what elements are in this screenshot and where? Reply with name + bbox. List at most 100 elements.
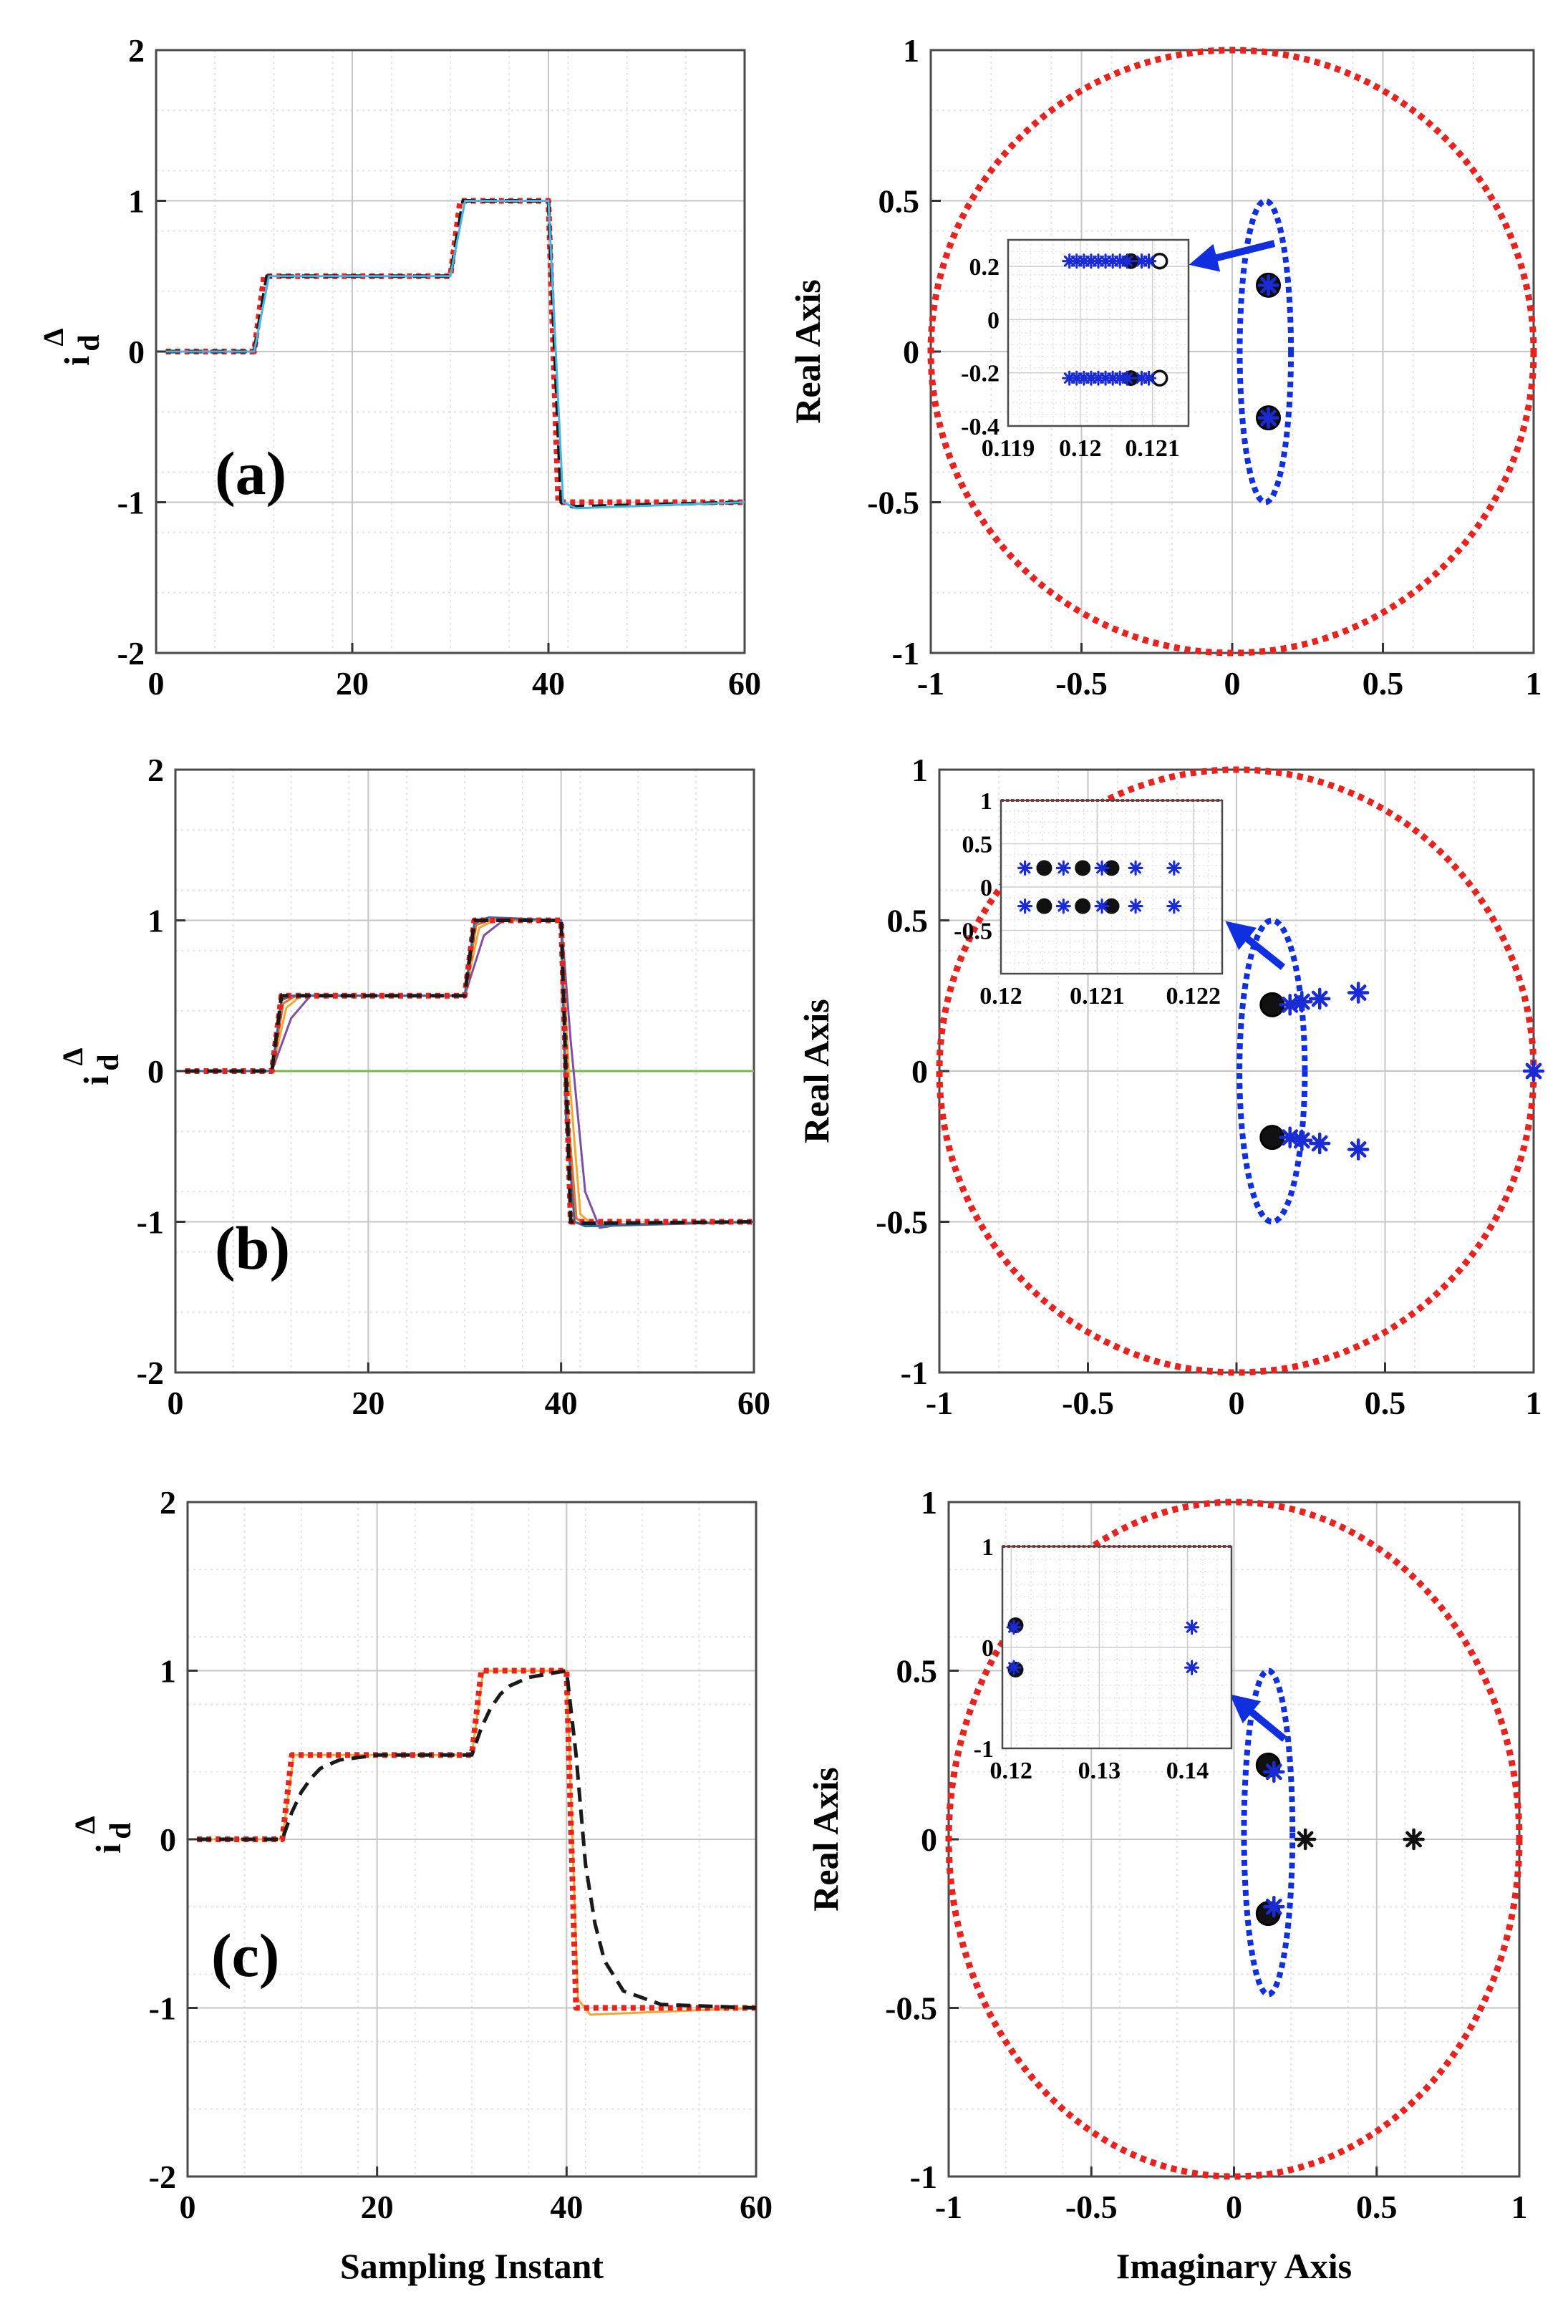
x-tick-label: 1 <box>1511 2189 1528 2225</box>
pole-star <box>1347 1138 1370 1161</box>
unit-circle <box>927 47 1537 657</box>
y-tick-label: 0.5 <box>879 183 920 220</box>
x-tick-label: 0 <box>180 2189 196 2225</box>
y-label-superscript: Δ <box>37 328 69 346</box>
panel-b-pole-zero: -1 -0.5 0 0.5 1 -1 -0.5 0 0.5 1 0.12 0.121 0.122 -0.5… <box>796 752 1545 1421</box>
x-tick-label: -0.5 <box>1062 1385 1114 1421</box>
y-tick-label: 2 <box>147 752 164 788</box>
x-tick-label: 60 <box>740 2189 773 2225</box>
x-tick-label: 0.5 <box>1356 2189 1398 2225</box>
pole-star-black <box>1403 1828 1425 1851</box>
y-tick-label: -1 <box>901 1355 928 1391</box>
y-axis-label: Real Axis <box>805 1767 846 1911</box>
inset-x-tick-label: 0.119 <box>982 435 1035 462</box>
inset-y-tick-label: 0.2 <box>969 254 1000 281</box>
y-tick-label: 2 <box>160 1484 176 1521</box>
y-tick-label: 2 <box>128 32 145 69</box>
inset-pole-star <box>1128 899 1143 914</box>
inset-zoom: 0.12 0.13 0.14 -1 0 1 <box>974 1534 1233 1784</box>
y-tick-label: -2 <box>149 2159 176 2195</box>
y-tick-label: 1 <box>921 1484 937 1521</box>
x-tick-label: -0.5 <box>1055 665 1108 702</box>
pole-star <box>1308 1132 1331 1155</box>
inset-x-tick-label: 0.13 <box>1078 1758 1121 1784</box>
zoom-arrow <box>1225 921 1286 970</box>
x-axis-label: Imaginary Axis <box>1116 2246 1352 2286</box>
y-tick-label: 0 <box>160 1821 176 1858</box>
y-label-superscript: Δ <box>69 1816 101 1834</box>
y-tick-label: -0.5 <box>867 485 919 521</box>
y-label-main: i <box>76 1075 116 1085</box>
y-axis-label: iΔ d <box>69 1816 137 1853</box>
y-tick-label: 1 <box>903 32 919 69</box>
panel-c-time: 0 20 40 60 -2 -1 0 1 2 iΔ d Sampling Instant (c) <box>69 1484 773 2286</box>
x-tick-label: 1 <box>1526 1385 1542 1421</box>
y-label-subscript: d <box>92 1054 125 1070</box>
y-tick-label: 0 <box>128 334 145 370</box>
inset-x-tick-label: 0.12 <box>1059 435 1102 462</box>
pole-star <box>1291 1129 1313 1152</box>
y-tick-label: 0.5 <box>887 903 929 939</box>
inset-pole-star <box>1017 899 1033 914</box>
pole-star <box>1257 274 1279 296</box>
y-tick-label: -1 <box>892 635 919 672</box>
inset-y-tick-label: -0.5 <box>954 919 992 945</box>
axes-box <box>155 49 746 654</box>
y-label-subscript: d <box>73 334 106 351</box>
x-tick-label: 1 <box>1526 665 1542 702</box>
y-tick-label: -1 <box>137 1204 164 1241</box>
inset-y-tick-label: 0 <box>987 307 1000 334</box>
inset-pole-circle <box>1036 898 1052 914</box>
x-tick-label: 40 <box>545 1385 578 1421</box>
inset-pole-star <box>1166 899 1182 914</box>
y-tick-label: 1 <box>147 903 164 939</box>
inset-y-tick-label: 0 <box>980 875 992 901</box>
y-label-subscript: d <box>105 1822 137 1839</box>
inset-x-tick-label: 0.14 <box>1166 1758 1209 1784</box>
y-tick-label: -1 <box>117 485 145 521</box>
highlight-ellipse <box>1237 917 1308 1225</box>
axes: 0 20 40 60 -2 -1 0 1 2 iΔ d <box>37 32 761 702</box>
inset-pole-star <box>1141 370 1157 386</box>
pole-star <box>1522 1060 1545 1083</box>
y-tick-label: 0 <box>911 1053 928 1090</box>
zoom-arrow <box>1229 1694 1287 1742</box>
x-tick-label: 0 <box>1226 2189 1242 2225</box>
panel-b-label: (b) <box>215 1214 290 1282</box>
series-line-response-dashed <box>185 919 755 1226</box>
x-tick-label: 0 <box>148 665 165 702</box>
inset-y-tick-label: 1 <box>980 788 992 815</box>
x-tick-label: 20 <box>352 1385 384 1421</box>
inset-box <box>1000 799 1224 975</box>
series-line-response-2 <box>165 200 745 510</box>
inset-pole-star <box>1017 860 1033 876</box>
panel-b-time: 0 20 40 60 -2 -1 0 1 2 iΔ d (b) <box>57 752 770 1421</box>
inset-x-tick-label: 0.12 <box>990 1758 1033 1784</box>
inset-x-tick-label: 0.121 <box>1125 435 1180 462</box>
panel-c-pole-zero: -1 -0.5 0 0.5 1 -1 -0.5 0 0.5 1 0.12 0.13 0.14 -1 0 1 Re… <box>805 1484 1528 2286</box>
inset-y-tick-label: -0.4 <box>961 414 1000 440</box>
y-axis-label: Real Axis <box>796 999 836 1143</box>
x-tick-label: 60 <box>728 665 761 702</box>
x-tick-label: 20 <box>361 2189 394 2225</box>
inset-pole-star <box>1141 253 1157 269</box>
y-tick-label: 1 <box>128 183 145 220</box>
series-line-response-mid <box>185 919 755 1228</box>
series-line-response-slow <box>197 1669 757 2010</box>
x-tick-label: 0 <box>1229 1385 1245 1421</box>
inset-pole-star <box>1094 899 1110 914</box>
axes-box <box>186 1501 758 2178</box>
inset-pole-star <box>1006 1660 1022 1675</box>
y-tick-label: -2 <box>117 635 145 672</box>
inset-pole-circle <box>1036 860 1052 876</box>
y-tick-label: -0.5 <box>885 1990 937 2027</box>
inset-x-tick-label: 0.121 <box>1070 983 1125 1010</box>
y-tick-label: -0.5 <box>876 1204 928 1241</box>
panel-a-time: 0 20 40 60 -2 -1 0 1 2 iΔ d (a) <box>37 32 761 702</box>
inset-pole-star <box>1166 860 1182 876</box>
inset-pole-star <box>1184 1660 1200 1675</box>
panel-c-label: (c) <box>211 1921 279 1990</box>
inset-zoom: 0.12 0.121 0.122 -0.5 0 0.5 1 <box>954 788 1224 1010</box>
y-tick-label: 1 <box>911 752 928 788</box>
